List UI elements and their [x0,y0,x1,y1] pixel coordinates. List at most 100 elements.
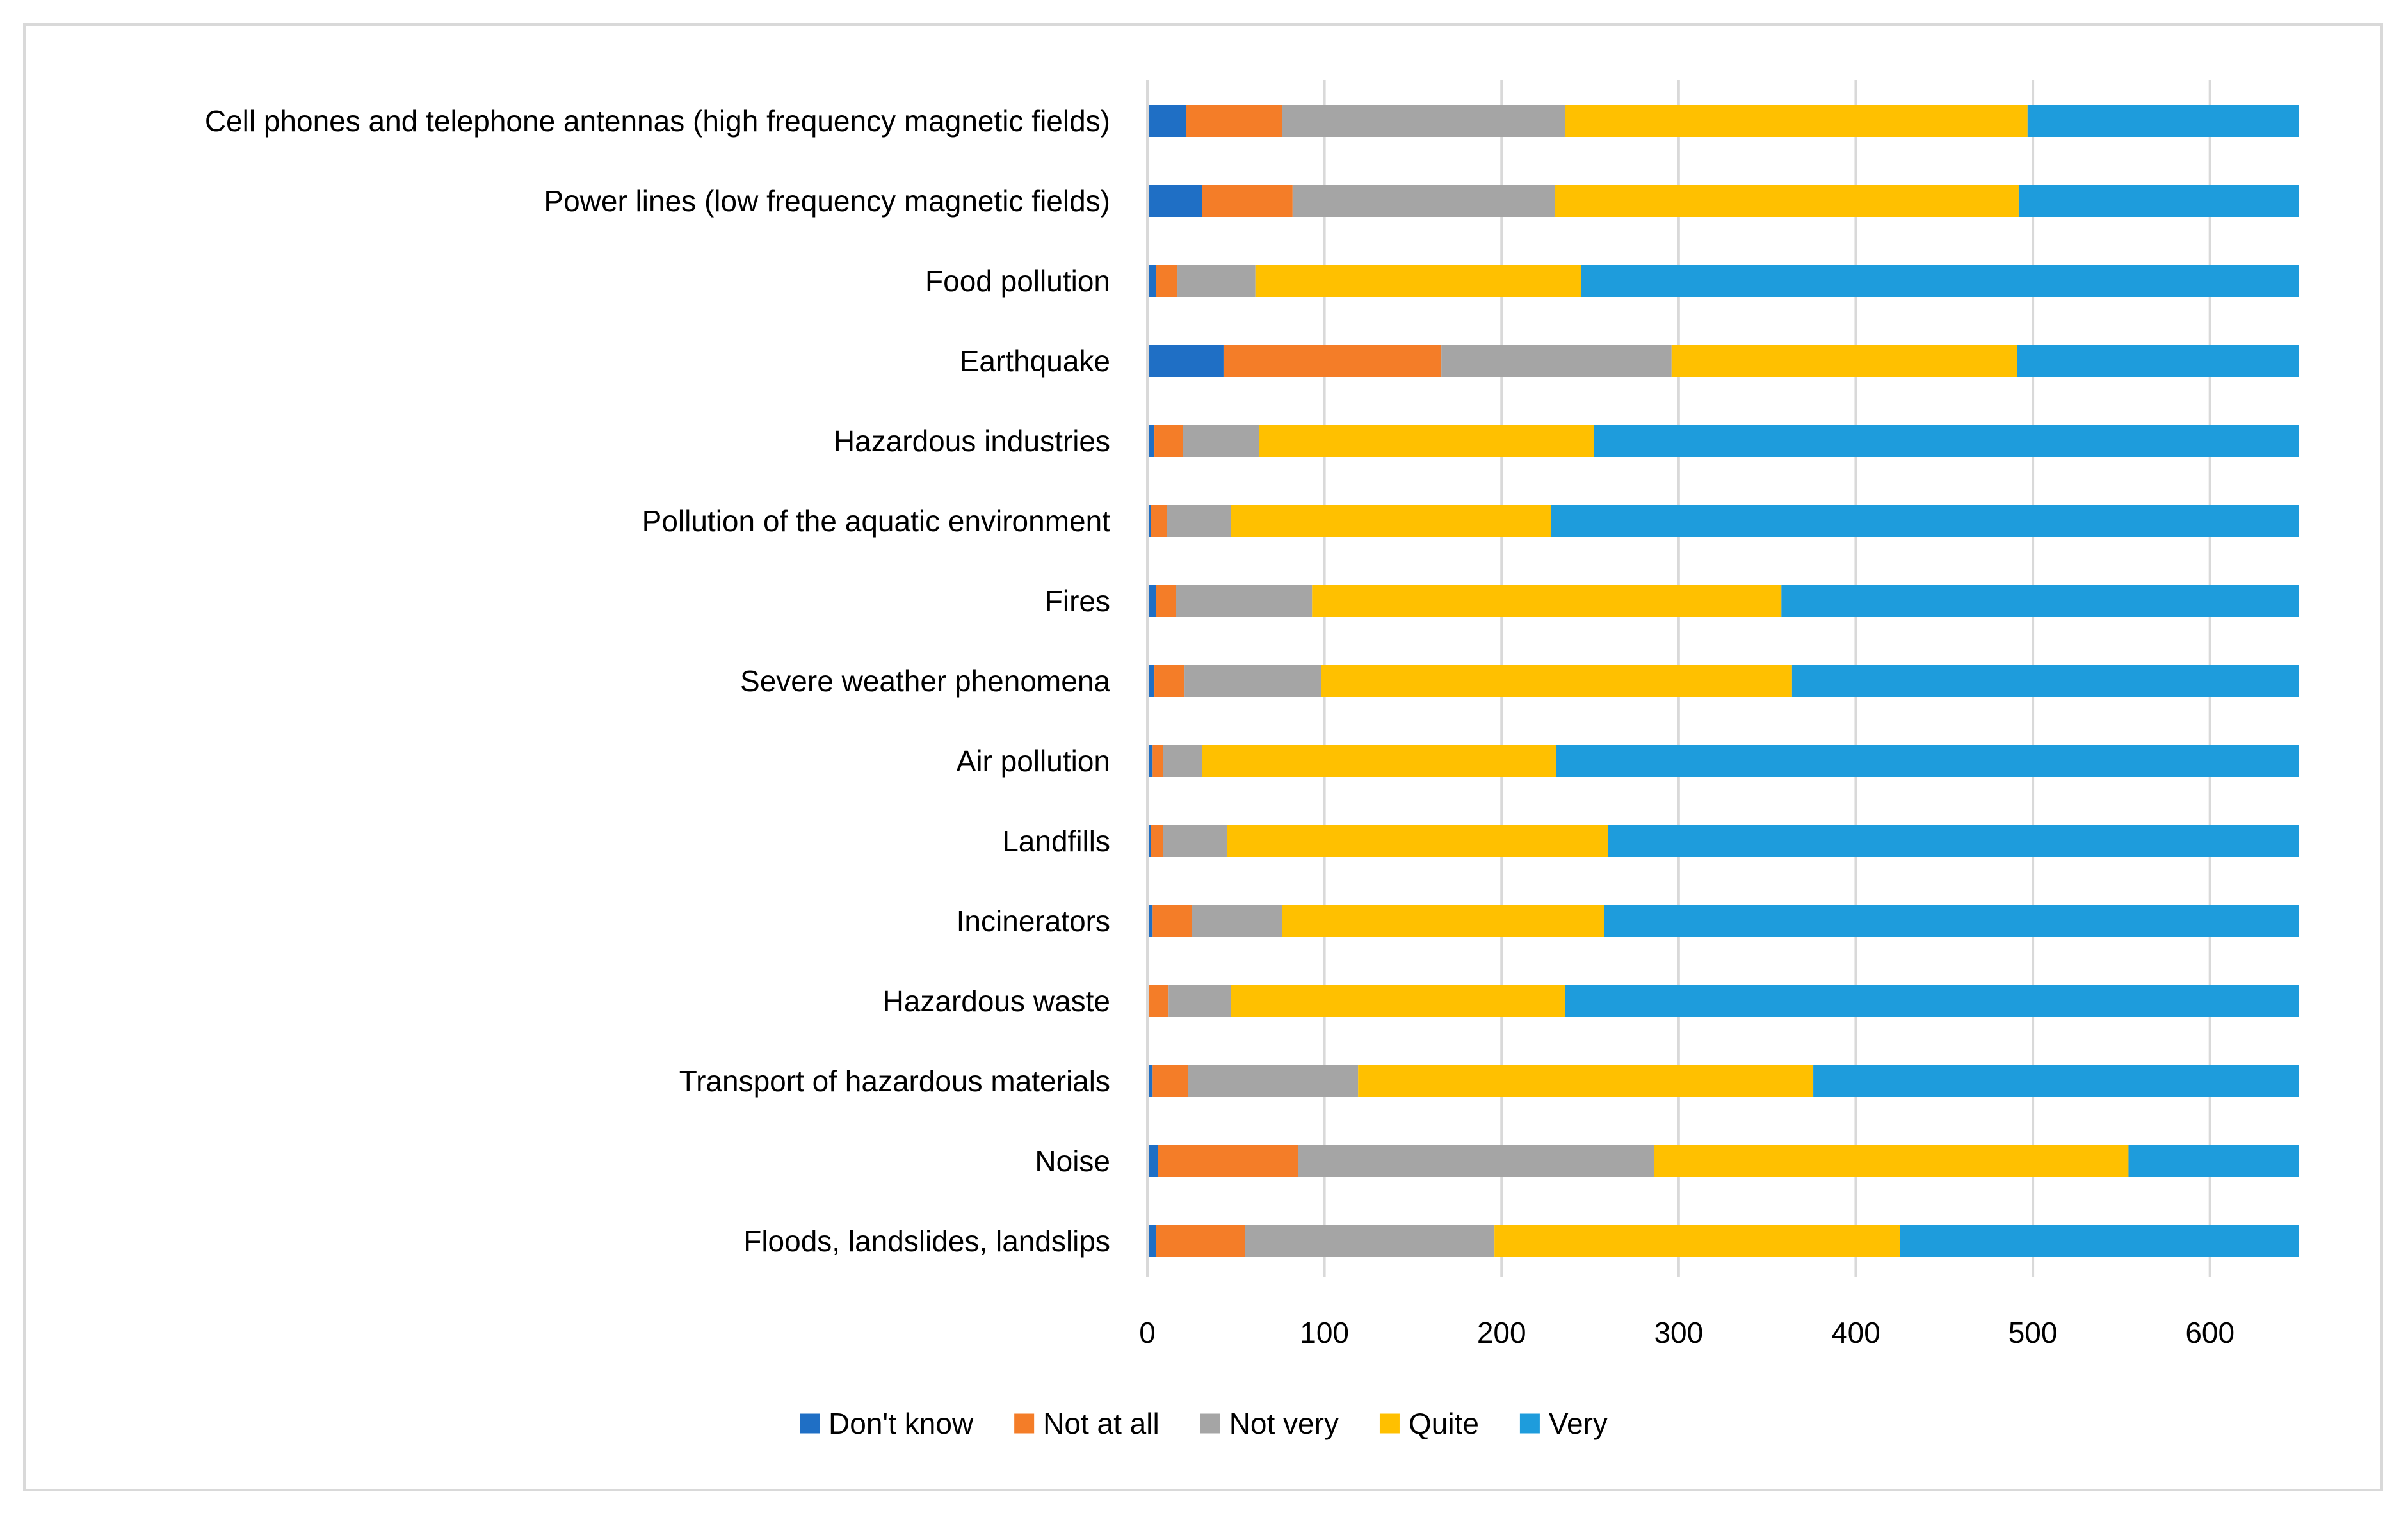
bar-segment [1282,905,1604,937]
bar-segment [2018,185,2299,217]
bar-segment [1163,825,1227,857]
category-label: Noise [1035,1144,1110,1178]
legend-label: Very [1549,1407,1608,1440]
bar-segment [1177,265,1256,297]
bar-segment [1608,825,2299,857]
category-label: Fires [1045,584,1110,618]
category-label: Hazardous waste [883,984,1110,1018]
bar-segment [1298,1145,1654,1177]
category-label: Hazardous industries [834,424,1110,458]
bar-segment [1188,1065,1359,1097]
bar-segment [1555,185,2019,217]
bar-segment [1156,265,1178,297]
category-label: Cell phones and telephone antennas (high… [205,104,1110,138]
bar-segment [1565,985,2299,1017]
category-label: Power lines (low frequency magnetic fiel… [544,184,1110,218]
bar-segment [1312,585,1782,617]
bar-segment [1147,185,1202,217]
category-label: Floods, landslides, landslips [743,1224,1110,1258]
bar-segment [1147,265,1156,297]
bar-segment [1565,105,2028,137]
legend-swatch [1519,1413,1540,1434]
bar-segment [1813,1065,2299,1097]
bar-segment [1151,825,1163,857]
bar-segment [1154,425,1183,457]
bar-segment [1556,745,2299,777]
category-label: Transport of hazardous materials [679,1064,1110,1098]
bar-segment [1186,105,1282,137]
x-tick-label: 500 [2008,1316,2058,1349]
x-tick-label: 100 [1300,1316,1349,1349]
bar-segment [1223,345,1442,377]
bar-segment [1231,505,1551,537]
category-label: Pollution of the aquatic environment [642,504,1111,538]
bar-segment [1147,105,1186,137]
bar-segment [1321,665,1792,697]
bar-segment [1147,1225,1156,1257]
bar-segment [1152,905,1192,937]
bar-segment [2128,1145,2299,1177]
legend-swatch [1200,1413,1220,1434]
bar-segment [1441,345,1672,377]
bar-segment [1168,985,1231,1017]
bar-segment [1604,905,2299,937]
bar-segment [1147,825,1151,857]
bar-segment [1791,665,2299,697]
bar-segment [1147,425,1155,457]
bar-segment [1149,985,1169,1017]
x-tick-label: 200 [1477,1316,1526,1349]
bar-segment [1900,1225,2299,1257]
bar-segment [1494,1225,1900,1257]
bar-segment [1259,425,1594,457]
x-tick-label: 600 [2185,1316,2234,1349]
legend-label: Quite [1409,1407,1479,1440]
bar-segment [1581,265,2299,297]
x-tick-label: 300 [1654,1316,1703,1349]
category-label: Incinerators [957,904,1110,938]
bar-segment [1202,185,1293,217]
bar-segment [1147,905,1153,937]
bar-segment [1147,505,1151,537]
bar-segment [1151,505,1167,537]
bar-segment [1282,105,1565,137]
legend-swatch [1014,1413,1035,1434]
bar-segment [1147,1145,1158,1177]
bar-segment [1231,985,1565,1017]
bar-segment [1192,905,1282,937]
bar-segment [1202,745,1556,777]
bar-segment [1154,665,1185,697]
bar-segment [1551,505,2299,537]
category-label: Food pollution [925,264,1110,298]
bar-segment [1147,585,1156,617]
legend-label: Don't know [828,1407,974,1440]
bar-segment [1147,345,1224,377]
legend-swatch [800,1413,820,1434]
category-label: Landfills [1002,824,1110,858]
bar-segment [1156,585,1176,617]
bar-segment [1152,1065,1188,1097]
bar-segment [1594,425,2299,457]
bar-segment [1358,1065,1814,1097]
bar-segment [1167,505,1231,537]
bar-segment [1781,585,2299,617]
bar-segment [1227,825,1608,857]
bar-segment [1245,1225,1495,1257]
bar-segment [1147,745,1153,777]
bar-segment [1163,745,1202,777]
bar-segment [1158,1145,1298,1177]
legend-label: Not very [1229,1407,1339,1440]
category-label: Earthquake [960,344,1110,378]
bar-segment [1176,585,1313,617]
bar-segment [1671,345,2017,377]
category-label: Severe weather phenomena [740,664,1110,698]
bar-segment [1147,1065,1153,1097]
bar-segment [1654,1145,2129,1177]
x-tick-label: 0 [1139,1316,1156,1349]
bar-segment [1147,665,1155,697]
bar-segment [1183,425,1259,457]
legend-swatch [1379,1413,1400,1434]
bar-segment [1152,745,1163,777]
x-tick-label: 400 [1831,1316,1880,1349]
category-label: Air pollution [957,744,1110,778]
